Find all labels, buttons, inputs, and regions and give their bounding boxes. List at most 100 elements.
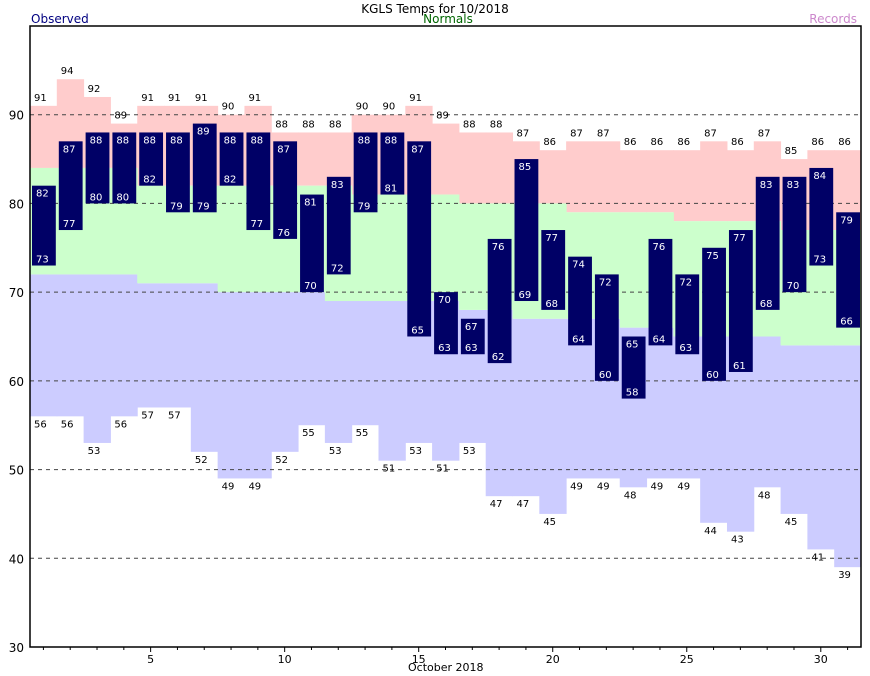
observed-low-label: 72 bbox=[331, 263, 344, 274]
record-high-band bbox=[673, 150, 701, 222]
y-tick-label: 70 bbox=[9, 286, 24, 300]
observed-bar bbox=[755, 176, 780, 310]
record-high-band bbox=[539, 150, 567, 204]
observed-high-label: 88 bbox=[358, 135, 371, 146]
normal-band bbox=[458, 203, 487, 310]
observed-high-label: 88 bbox=[384, 135, 397, 146]
observed-high-label: 67 bbox=[465, 322, 478, 333]
record-high-label: 87 bbox=[758, 128, 771, 139]
observed-bar bbox=[300, 194, 324, 293]
record-low-label: 45 bbox=[785, 517, 798, 528]
record-low-band bbox=[244, 292, 272, 479]
observed-high-label: 87 bbox=[63, 144, 76, 155]
y-tick-label: 60 bbox=[9, 375, 24, 389]
observed-high-label: 88 bbox=[224, 135, 237, 146]
y-tick-label: 80 bbox=[9, 197, 24, 211]
normal-band bbox=[137, 185, 165, 284]
record-high-label: 91 bbox=[34, 93, 47, 104]
record-high-label: 86 bbox=[731, 137, 744, 148]
observed-high-label: 89 bbox=[197, 127, 210, 138]
observed-bar bbox=[621, 336, 646, 399]
x-tick-label: 10 bbox=[278, 653, 292, 666]
record-low-label: 41 bbox=[811, 552, 824, 563]
observed-bar bbox=[460, 318, 485, 355]
record-low-band bbox=[324, 301, 353, 443]
record-high-label: 90 bbox=[382, 102, 395, 113]
observed-low-label: 82 bbox=[143, 175, 156, 186]
record-high-label: 90 bbox=[356, 102, 369, 113]
y-tick-label: 50 bbox=[9, 464, 24, 478]
observed-low-label: 82 bbox=[224, 175, 237, 186]
record-low-label: 43 bbox=[731, 535, 744, 546]
observed-bar bbox=[273, 141, 298, 239]
observed-bar bbox=[434, 292, 458, 355]
observed-bar bbox=[487, 238, 512, 364]
observed-high-label: 84 bbox=[813, 171, 826, 182]
axes: 30 40 50 60 70 80 90 5 10 15 20 25 30 bbox=[9, 25, 862, 666]
record-low-band bbox=[834, 345, 862, 568]
record-low-label: 51 bbox=[382, 464, 395, 475]
record-low-label: 52 bbox=[195, 455, 208, 466]
record-low-band bbox=[646, 327, 674, 479]
record-low-label: 53 bbox=[88, 446, 101, 457]
normal-band bbox=[619, 212, 648, 328]
record-low-label: 53 bbox=[409, 446, 422, 457]
observed-low-label: 80 bbox=[116, 192, 129, 203]
observed-low-label: 81 bbox=[384, 184, 397, 195]
observed-bar bbox=[728, 230, 753, 372]
record-low-label: 56 bbox=[61, 419, 74, 430]
record-low-label: 39 bbox=[838, 570, 851, 581]
observed-high-label: 87 bbox=[277, 144, 290, 155]
y-tick-label: 40 bbox=[9, 552, 24, 566]
record-high-label: 86 bbox=[677, 137, 690, 148]
observed-low-label: 62 bbox=[492, 352, 505, 363]
observed-high-label: 79 bbox=[840, 215, 853, 226]
observed-low-label: 70 bbox=[304, 281, 317, 292]
record-low-band bbox=[83, 274, 111, 443]
record-low-label: 56 bbox=[34, 419, 47, 430]
record-high-label: 91 bbox=[248, 93, 261, 104]
observed-low-label: 70 bbox=[787, 281, 800, 292]
observed-high-label: 76 bbox=[653, 242, 666, 253]
observed-low-label: 76 bbox=[277, 228, 290, 239]
record-high-label: 86 bbox=[624, 137, 637, 148]
observed-high-label: 88 bbox=[143, 135, 156, 146]
observed-low-label: 73 bbox=[36, 255, 49, 266]
value-labels: 91 56 94 56 92 53 89 56 91 57 91 57 91 52 90 49 91 49 88 52… bbox=[34, 66, 851, 581]
observed-bar bbox=[702, 247, 726, 381]
record-low-label: 51 bbox=[436, 464, 449, 475]
observed-low-label: 63 bbox=[679, 343, 692, 354]
record-high-band bbox=[485, 132, 514, 204]
record-low-band bbox=[673, 336, 701, 479]
record-low-label: 47 bbox=[490, 499, 503, 510]
record-high-band bbox=[298, 132, 326, 186]
observed-high-label: 83 bbox=[787, 180, 800, 191]
normal-band bbox=[378, 194, 406, 302]
record-high-label: 90 bbox=[222, 102, 235, 113]
x-tick-label: 15 bbox=[412, 653, 426, 666]
observed-bar bbox=[32, 185, 56, 266]
record-high-label: 94 bbox=[61, 66, 74, 77]
record-high-label: 92 bbox=[88, 84, 101, 95]
record-high-band bbox=[646, 150, 674, 213]
observed-bar bbox=[85, 132, 110, 204]
legend-observed: Observed bbox=[31, 12, 89, 26]
observed-bar bbox=[514, 159, 539, 302]
observed-low-label: 73 bbox=[813, 255, 826, 266]
record-low-label: 52 bbox=[275, 455, 288, 466]
record-high-band bbox=[566, 141, 594, 213]
observed-high-label: 77 bbox=[545, 233, 558, 244]
record-high-label: 88 bbox=[275, 119, 288, 130]
record-low-band bbox=[30, 274, 58, 417]
record-high-label: 88 bbox=[463, 119, 476, 130]
observed-high-label: 65 bbox=[626, 340, 639, 351]
record-high-band bbox=[592, 141, 621, 213]
record-low-label: 57 bbox=[141, 410, 154, 421]
observed-low-label: 79 bbox=[358, 201, 371, 212]
record-high-label: 87 bbox=[597, 128, 610, 139]
record-low-label: 48 bbox=[624, 490, 637, 501]
observed-low-label: 65 bbox=[411, 326, 424, 337]
record-low-label: 44 bbox=[704, 526, 717, 537]
observed-high-label: 87 bbox=[411, 144, 424, 155]
observed-low-label: 80 bbox=[90, 192, 103, 203]
